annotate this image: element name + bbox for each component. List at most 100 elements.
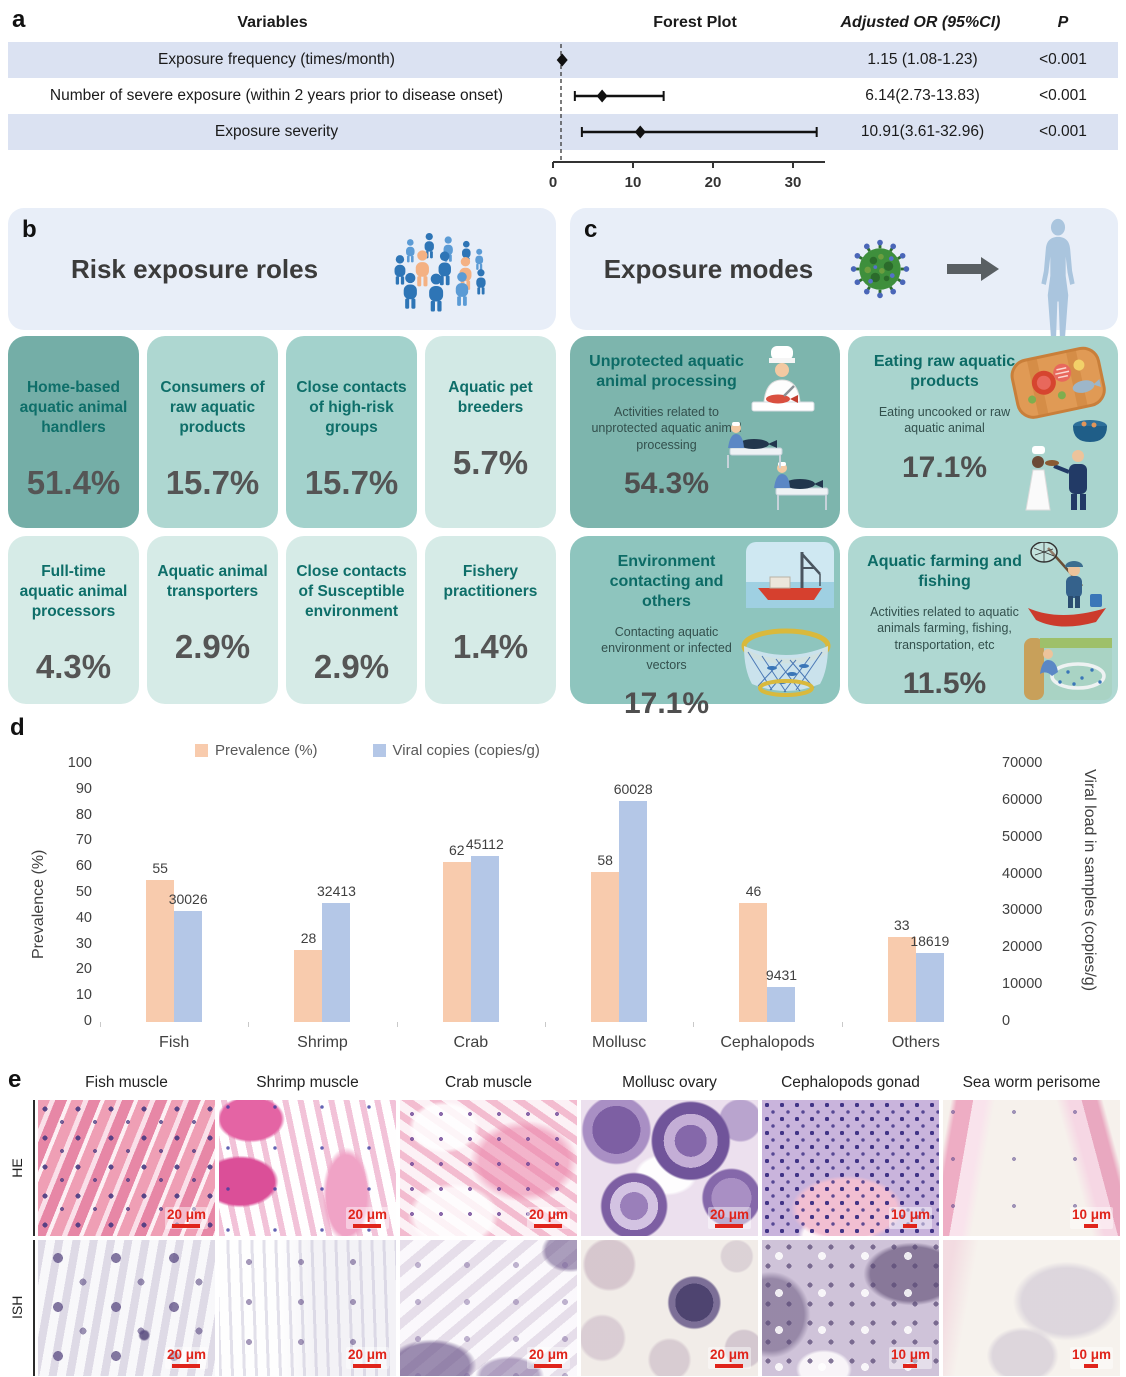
scale-bar-label: 10 μm bbox=[1071, 1206, 1111, 1222]
mode-card-environment-contacting: Environment contacting and others Contac… bbox=[570, 536, 840, 720]
scale-bar-label: 10 μm bbox=[890, 1346, 930, 1362]
panel-b-title: Risk exposure roles bbox=[70, 253, 319, 284]
right-y-axis-tick-label: 0 bbox=[1002, 1013, 1011, 1029]
left-y-axis-tick-label: 80 bbox=[75, 806, 92, 823]
legend-label: Prevalence (%) bbox=[215, 742, 318, 759]
panel-e-label: e bbox=[8, 1066, 22, 1093]
he-cephalopods-gonad-image: 10 μm bbox=[762, 1100, 939, 1236]
mode-card-eating-raw: Eating raw aquatic products Eating uncoo… bbox=[848, 336, 1118, 528]
column-header-adjusted-or: Adjusted OR (95%CI) bbox=[840, 14, 1001, 31]
he-mollusc-ovary-image: 20 μm bbox=[581, 1100, 758, 1236]
bar-prevalence-others: 33 bbox=[887, 917, 916, 1022]
left-y-axis-tick-label: 100 bbox=[67, 755, 92, 771]
role-card-fishery-practitioners: Fishery practitioners 1.4% bbox=[425, 536, 556, 704]
bar-group-crab: 62 45112 bbox=[396, 764, 545, 1027]
scale-bar bbox=[353, 1364, 382, 1368]
left-y-axis-tick-label: 20 bbox=[75, 961, 92, 978]
forest-tick-label: 10 bbox=[625, 174, 642, 191]
left-y-axis-tick-label: 40 bbox=[75, 909, 92, 926]
column-header-fish-muscle: Fish muscle bbox=[85, 1074, 168, 1091]
role-card-fulltime-processors: Full-time aquatic animal processors 4.3% bbox=[8, 536, 139, 704]
column-header-p: P bbox=[1057, 14, 1069, 31]
mode-card-description: Activities related to unprotected aquati… bbox=[591, 405, 742, 452]
boat-and-cage-illustration bbox=[741, 542, 834, 697]
scale-bar bbox=[534, 1364, 563, 1368]
role-card-title: Home-based aquatic animal handlers bbox=[19, 379, 128, 437]
scale-bar-label: 20 μm bbox=[347, 1206, 387, 1222]
right-y-axis-tick-label: 30000 bbox=[1002, 902, 1043, 919]
row-p-value: <0.001 bbox=[1039, 51, 1087, 68]
x-axis-category-label: Shrimp bbox=[297, 1034, 348, 1051]
row-variable: Exposure severity bbox=[214, 123, 339, 140]
role-card-home-based-handlers: Home-based aquatic animal handlers 51.4% bbox=[8, 336, 139, 528]
panel-c-exposure-modes: c Exposure modes bbox=[570, 208, 1118, 720]
legend-item-prevalence: Prevalence (%) bbox=[195, 742, 318, 759]
he-crab-muscle-image: 20 μm bbox=[400, 1100, 577, 1236]
panel-b-header: b Risk exposure roles bbox=[8, 208, 556, 330]
crowd-icon bbox=[394, 232, 486, 312]
role-card-pet-breeders: Aquatic pet breeders 5.7% bbox=[425, 336, 556, 528]
panel-b-label: b bbox=[22, 216, 37, 243]
raw-seafood-illustration bbox=[1010, 346, 1107, 511]
bar-value-label: 33 bbox=[894, 917, 910, 933]
scale-bar-label: 20 μm bbox=[709, 1206, 749, 1222]
left-y-axis-tick-label: 60 bbox=[75, 858, 92, 875]
mode-card-percentage: 17.1% bbox=[623, 686, 710, 720]
bar-prevalence-mollusc: 58 bbox=[591, 852, 620, 1022]
person-glyph bbox=[455, 272, 469, 306]
ish-fish-muscle-image: 20 μm bbox=[38, 1240, 215, 1376]
person-glyph bbox=[438, 251, 451, 286]
role-card-percentage: 5.7% bbox=[452, 444, 529, 482]
panel-e-histology: e Fish muscle Shrimp muscle Crab muscle … bbox=[0, 1064, 1126, 1377]
bar-prevalence-shrimp: 28 bbox=[294, 930, 323, 1022]
row-or-value: 1.15 (1.08-1.23) bbox=[867, 51, 978, 68]
panel-a-forest-table: a Variables Forest Plot Adjusted OR (95%… bbox=[0, 0, 1126, 206]
forest-tick-label: 30 bbox=[785, 174, 802, 191]
role-card-susceptible-environment: Close contacts of Susceptible environmen… bbox=[286, 536, 417, 704]
scale-bar bbox=[1084, 1224, 1099, 1228]
legend-item-viral: Viral copies (copies/g) bbox=[372, 742, 540, 759]
mode-card-description: Activities related to aquatic animals fa… bbox=[870, 605, 1019, 652]
x-axis-category-label: Crab bbox=[453, 1034, 489, 1051]
column-header-forest-plot: Forest Plot bbox=[653, 14, 737, 31]
he-fish-muscle-image: 20 μm bbox=[38, 1100, 215, 1236]
bar-viral-crab: 45112 bbox=[466, 836, 504, 1022]
mode-card-percentage: 11.5% bbox=[902, 666, 987, 700]
forest-tick-label: 20 bbox=[705, 174, 722, 191]
x-axis-category-label: Others bbox=[891, 1034, 940, 1051]
scale-bar bbox=[903, 1224, 918, 1228]
ish-sea-worm-perisome-image: 10 μm bbox=[943, 1240, 1120, 1376]
role-card-percentage: 15.7% bbox=[304, 464, 399, 502]
x-axis-category-label: Cephalopods bbox=[720, 1034, 815, 1051]
bar-value-label: 58 bbox=[597, 852, 613, 868]
scale-bar bbox=[903, 1364, 918, 1368]
bar-prevalence-crab: 62 bbox=[442, 842, 471, 1022]
row-variable: Exposure frequency (times/month) bbox=[158, 51, 395, 68]
table-row: Exposure severity 10.91(3.61-32.96) <0.0… bbox=[8, 114, 1118, 150]
person-glyph bbox=[475, 248, 484, 270]
panel-d-bar-chart: d Prevalence (%) Viral copies (copies/g)… bbox=[0, 712, 1126, 1064]
person-glyph bbox=[406, 239, 415, 263]
bar-plot-area: 55 30026 28 32413 62 45112 58 60028 46 9431 33 1861… bbox=[100, 764, 990, 1027]
forest-plot-svg: 0 10 20 30 bbox=[549, 44, 825, 191]
human-silhouette-icon bbox=[1041, 218, 1075, 338]
column-header-variables: Variables bbox=[237, 14, 308, 31]
ish-mollusc-ovary-image: 20 μm bbox=[581, 1240, 758, 1376]
mode-card-title: Environment contacting and others bbox=[609, 553, 724, 610]
x-axis-category-label: Fish bbox=[159, 1034, 190, 1051]
scale-bar-label: 20 μm bbox=[166, 1206, 206, 1222]
mode-card-percentage: 54.3% bbox=[623, 466, 710, 500]
he-row-axis-line bbox=[33, 1100, 35, 1236]
mode-card-description: Eating uncooked or raw aquatic animal bbox=[878, 405, 1011, 436]
right-y-axis-tick-label: 60000 bbox=[1002, 791, 1043, 808]
mode-card-title: Unprotected aquatic animal processing bbox=[589, 353, 744, 390]
mode-card-description: Contacting aquatic environment or infect… bbox=[601, 625, 732, 672]
bar-value-label: 28 bbox=[300, 930, 317, 946]
chart-legend: Prevalence (%) Viral copies (copies/g) bbox=[195, 742, 540, 759]
mode-card-title: Aquatic farming and fishing bbox=[867, 553, 1022, 590]
viral-swatch bbox=[372, 744, 386, 757]
role-card-title: Aquatic pet breeders bbox=[448, 379, 533, 417]
right-y-axis-tick-label: 20000 bbox=[1002, 939, 1043, 956]
column-header-sea-worm-perisome: Sea worm perisome bbox=[962, 1074, 1101, 1091]
row-variable: Number of severe exposure (within 2 year… bbox=[49, 87, 504, 104]
